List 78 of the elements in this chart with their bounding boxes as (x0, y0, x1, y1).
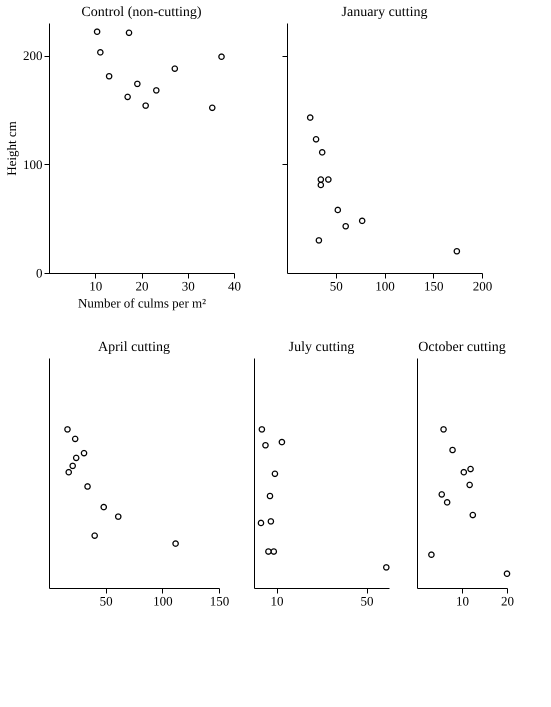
point (383, 564, 390, 571)
point (262, 442, 269, 449)
point (454, 248, 460, 255)
point (94, 28, 100, 35)
chart-title: July cutting (288, 340, 354, 355)
point (358, 218, 366, 224)
point (334, 206, 342, 214)
point (124, 94, 131, 100)
x-tick-label: 150 (424, 278, 444, 294)
point (84, 483, 91, 490)
point (318, 182, 324, 188)
point (172, 540, 179, 547)
point (72, 436, 78, 442)
x-tick-label: 150 (210, 594, 230, 608)
chart-title: April cutting (98, 340, 170, 355)
y-tick-label: 200 (23, 48, 42, 64)
y-tick-label: 100 (23, 156, 42, 172)
x-tick-label: 10 (456, 594, 469, 608)
x-tick-label: 100 (153, 594, 173, 608)
point (69, 462, 76, 470)
x-tick-label: 50 (330, 278, 343, 294)
point (466, 482, 473, 488)
point (440, 426, 447, 433)
point (278, 438, 286, 446)
point (342, 222, 349, 230)
chart-title: Control (non-cutting) (81, 5, 202, 20)
point (91, 532, 98, 539)
x-tick-label: 50 (100, 594, 113, 608)
point (97, 49, 104, 56)
point (265, 548, 272, 555)
point (134, 80, 141, 88)
chart-title: January cutting (342, 5, 428, 20)
point (444, 499, 450, 506)
point (272, 470, 278, 478)
point (266, 492, 274, 500)
x-tick-label: 10 (89, 278, 102, 294)
point (258, 520, 264, 526)
point (504, 570, 510, 578)
point (467, 466, 474, 472)
chart-title: October cutting (418, 340, 506, 355)
x-tick-label: 30 (182, 278, 195, 294)
point (72, 454, 80, 462)
point (106, 72, 112, 80)
point (80, 450, 88, 456)
point (318, 149, 326, 156)
point (64, 426, 71, 433)
x-tick-label: 10 (270, 594, 284, 608)
x-tick-label: 200 (472, 278, 492, 294)
x-tick-label: 20 (501, 594, 514, 608)
point (100, 504, 108, 510)
point (126, 29, 132, 36)
point (218, 53, 225, 60)
point (153, 87, 160, 94)
point (438, 491, 446, 498)
x-tick-label: 100 (375, 278, 395, 294)
point (316, 237, 322, 244)
point (65, 468, 72, 476)
x-tick-label: 50 (360, 594, 374, 608)
point (270, 548, 278, 555)
x-tick-label: 20 (136, 278, 148, 294)
point (428, 551, 435, 558)
point (325, 176, 332, 183)
point (268, 518, 274, 525)
y-tick-label: 0 (36, 266, 42, 280)
point (258, 426, 266, 433)
y-axis-title: Height cm (4, 121, 19, 176)
point (318, 176, 324, 183)
point (470, 512, 476, 518)
point (172, 65, 178, 72)
x-tick-label: 40 (228, 278, 241, 294)
point (142, 102, 149, 109)
point (460, 468, 468, 476)
point (449, 446, 456, 454)
point (306, 114, 314, 121)
point (312, 136, 320, 143)
point (208, 104, 216, 112)
x-axis-title: Number of culms per m² (78, 296, 206, 310)
point (114, 513, 122, 520)
